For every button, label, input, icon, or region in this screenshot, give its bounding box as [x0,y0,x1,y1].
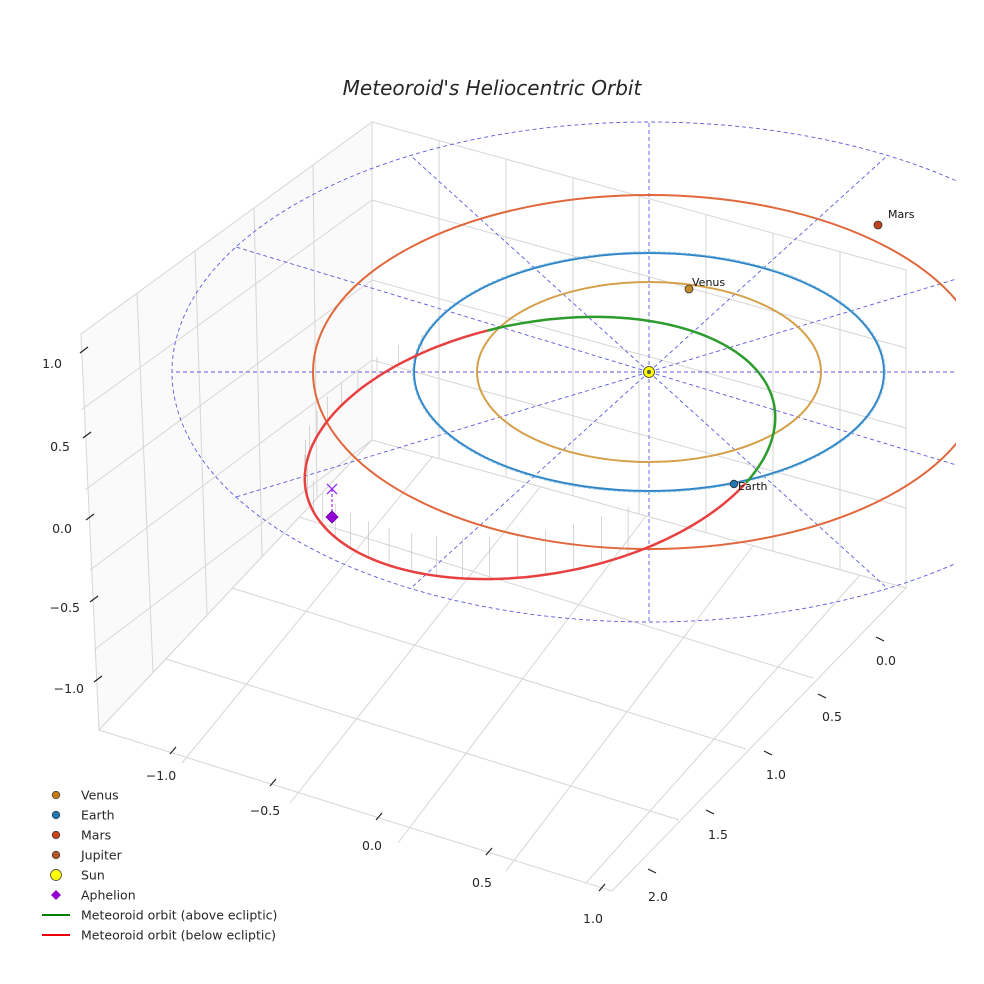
legend-label: Sun [81,868,105,883]
legend-marker [51,890,61,900]
reference-spoke [648,278,956,373]
legend: Venus Earth Mars Jupiter Sun Aphelion Meteoroi… [42,788,277,943]
reference-spoke [235,246,650,373]
earth-orbit-dash [412,251,886,493]
x-axis: −1.0 −0.5 0.0 0.5 1.0 [146,746,606,926]
z-tick: 0.5 [50,439,70,454]
y-tick: 2.0 [648,889,668,904]
reference-spoke [648,371,888,589]
legend-marker [51,810,61,820]
y-tick: 0.5 [822,709,842,724]
aphelion-projection-cross [326,483,338,495]
x-tick: 0.0 [362,838,382,853]
grid-line [371,279,907,429]
sun-core [647,370,651,374]
reference-spoke [648,155,888,373]
legend-label: Aphelion [81,888,136,903]
y-axis: 0.0 0.5 1.0 1.5 2.0 [647,636,896,904]
grid-line [181,455,434,764]
legend-label: Meteoroid orbit (above ecliptic) [81,908,277,923]
grid-line [165,658,680,821]
meteoroid-orbit-above [487,315,777,484]
x-tick: −1.0 [146,768,176,783]
mars-orbit [312,194,956,550]
legend-marker [51,850,61,860]
earth-marker [729,479,739,489]
grid-line [194,250,208,615]
grid-line [136,292,154,673]
orbit-scene [171,121,956,623]
x-tick: −0.5 [250,803,280,818]
y-tick: 1.0 [766,767,786,782]
z-tick: −0.5 [50,600,80,615]
z-tick: −1.0 [54,681,84,696]
legend-marker [51,830,61,840]
reference-spoke [410,371,650,589]
grid-line [585,574,861,884]
grid-line [253,207,263,557]
grid-line [93,439,373,651]
x-tick: 1.0 [583,911,603,926]
reference-circle [171,121,956,623]
grid-line [84,279,373,491]
y-tick: 1.5 [708,827,728,842]
grid-line [312,164,318,499]
axes-box [80,121,907,892]
venus-label: Venus [692,276,725,289]
grid-line [80,199,373,411]
grid-line [89,359,373,571]
legend-marker [50,869,62,881]
mars-marker [873,220,883,230]
reference-spoke [648,371,956,466]
legend-marker [51,790,61,800]
earth-label: Earth [738,480,768,493]
grid-line [231,587,747,750]
grid-line [298,516,814,679]
grid-line [289,486,541,804]
z-tick: 0.0 [52,521,72,536]
drop-lines [304,335,629,580]
reference-spoke [410,155,650,373]
earth-orbit [413,252,885,492]
x-tick: 0.5 [472,875,492,890]
chart-title: Meteoroid's Heliocentric Orbit [343,76,643,100]
z-tick: 1.0 [42,356,62,371]
legend-label: Jupiter [80,848,123,863]
grid-line [371,359,907,509]
grid-line [397,515,647,844]
grid-line [505,545,754,872]
legend-label: Meteoroid orbit (below ecliptic) [81,928,276,943]
z-axis: 1.0 0.5 0.0 −0.5 −1.0 [42,346,103,696]
legend-label: Earth [81,808,115,823]
meteoroid-orbit-below [303,329,747,581]
mars-label: Mars [888,208,915,221]
legend-label: Mars [81,828,111,843]
legend-label: Venus [81,788,119,803]
venus-marker [684,284,694,294]
y-tick: 0.0 [876,653,896,668]
venus-orbit [476,281,822,463]
bodies: Venus Earth Mars [325,208,915,524]
aphelion-marker [325,510,339,524]
